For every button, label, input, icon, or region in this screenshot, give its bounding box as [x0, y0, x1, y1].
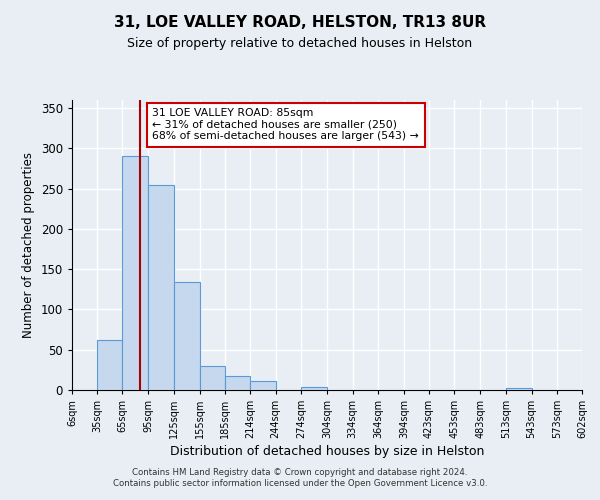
Text: 31 LOE VALLEY ROAD: 85sqm
← 31% of detached houses are smaller (250)
68% of semi: 31 LOE VALLEY ROAD: 85sqm ← 31% of detac… [152, 108, 419, 142]
Bar [174, 282, 199, 390]
Bar [506, 388, 532, 390]
Y-axis label: Number of detached properties: Number of detached properties [22, 152, 35, 338]
Bar [225, 376, 250, 390]
Bar [148, 184, 174, 390]
X-axis label: Distribution of detached houses by size in Helston: Distribution of detached houses by size … [170, 446, 484, 458]
Bar [301, 387, 327, 390]
Bar [250, 381, 275, 390]
Text: Size of property relative to detached houses in Helston: Size of property relative to detached ho… [127, 38, 473, 51]
Bar [199, 366, 225, 390]
Bar [122, 156, 148, 390]
Text: Contains HM Land Registry data © Crown copyright and database right 2024.
Contai: Contains HM Land Registry data © Crown c… [113, 468, 487, 487]
Text: 31, LOE VALLEY ROAD, HELSTON, TR13 8UR: 31, LOE VALLEY ROAD, HELSTON, TR13 8UR [114, 15, 486, 30]
Bar [97, 340, 122, 390]
